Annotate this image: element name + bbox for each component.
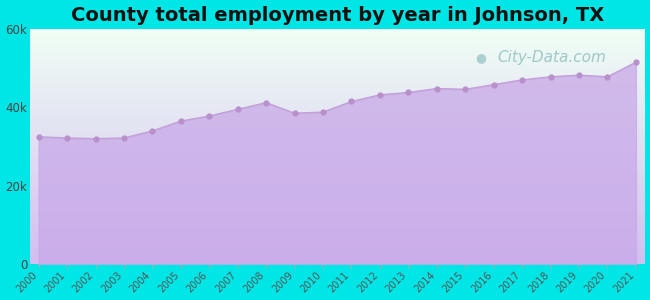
Text: ●: ● bbox=[476, 51, 486, 64]
Text: City-Data.com: City-Data.com bbox=[497, 50, 606, 64]
Title: County total employment by year in Johnson, TX: County total employment by year in Johns… bbox=[71, 6, 604, 25]
